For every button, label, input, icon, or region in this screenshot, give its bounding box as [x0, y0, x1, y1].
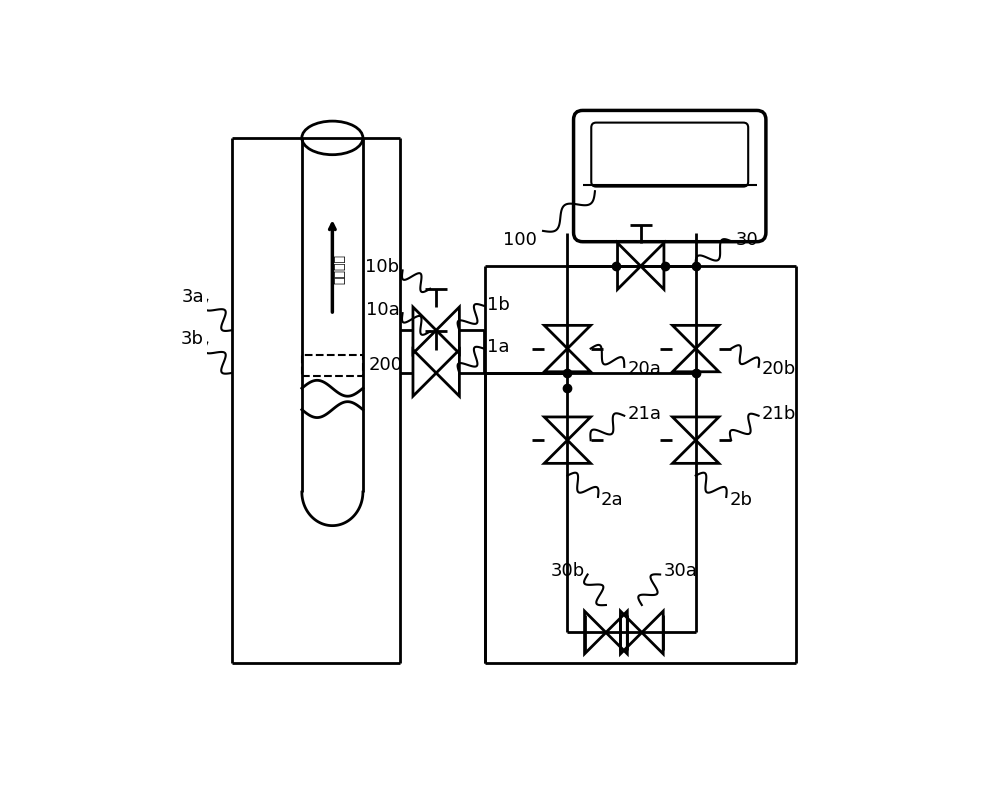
- Text: 2b: 2b: [729, 491, 752, 509]
- Text: 3a: 3a: [182, 288, 204, 305]
- Text: 30b: 30b: [550, 562, 585, 580]
- Text: 20a: 20a: [627, 360, 661, 377]
- Text: 10b: 10b: [365, 259, 400, 276]
- Text: 1a: 1a: [487, 339, 509, 356]
- Text: 100: 100: [503, 231, 537, 249]
- Text: 10a: 10a: [366, 301, 400, 319]
- Text: 被测介质: 被测介质: [334, 255, 347, 284]
- Text: 20b: 20b: [762, 360, 796, 377]
- Text: 21b: 21b: [762, 405, 796, 423]
- Text: 21a: 21a: [627, 405, 661, 423]
- Text: 3b: 3b: [181, 331, 204, 348]
- Text: 1b: 1b: [487, 296, 510, 313]
- Text: 200: 200: [369, 356, 403, 374]
- Text: 30a: 30a: [663, 562, 697, 580]
- Text: 2a: 2a: [601, 491, 624, 509]
- Text: 30: 30: [735, 232, 758, 250]
